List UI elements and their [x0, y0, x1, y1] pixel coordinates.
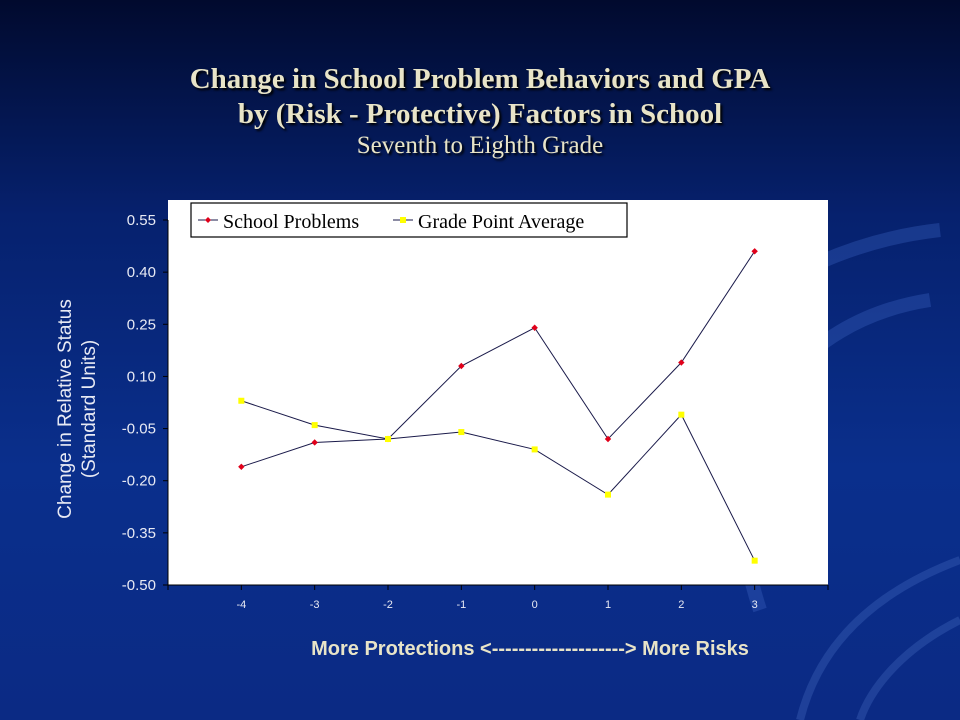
slide-title-line-2: by (Risk - Protective) Factors in School — [237, 98, 723, 130]
x-axis-ticks: -4 -3 -2 -1 0 1 2 3 — [167, 585, 829, 611]
data-point-grade-point-average — [458, 429, 465, 436]
y-tick-label: -0.20 — [122, 473, 156, 490]
data-point-grade-point-average — [678, 411, 685, 418]
data-point-grade-point-average — [751, 557, 758, 564]
plot-area — [168, 200, 828, 585]
series-line-grade-point-average — [241, 400, 756, 561]
data-point-grade-point-average — [605, 491, 611, 498]
y-axis-label-line-2: (Standard Units) — [79, 339, 100, 479]
y-tick-label: -0.35 — [122, 525, 156, 542]
legend-label-school-problems: School Problems — [223, 211, 359, 233]
slide-subtitle: Seventh to Eighth Grade — [356, 132, 604, 159]
y-tick-label: -0.05 — [122, 421, 156, 438]
y-tick-label: -0.50 — [122, 577, 156, 594]
data-point-school-problems — [458, 362, 465, 370]
data-point-school-problems — [238, 463, 245, 471]
y-axis-label: Change in Relative Status (Standard Unit… — [54, 259, 102, 559]
y-axis-ticks: 0.55 0.40 0.25 0.10 -0.05 -0.20 -0.35 -0.50 — [122, 212, 168, 594]
chart-legend: School Problems Grade Point Average — [190, 202, 628, 238]
y-axis-label-line-1: Change in Relative Status — [55, 299, 76, 519]
legend-label-gpa: Grade Point Average — [418, 211, 584, 233]
x-tick-label: -4 — [236, 599, 246, 611]
data-point-school-problems — [531, 324, 538, 331]
x-tick-label: 1 — [605, 599, 611, 611]
series-layer — [238, 248, 758, 564]
data-point-school-problems — [751, 248, 758, 255]
x-tick-label: 0 — [532, 599, 538, 611]
slide-title-line-1: Change in School Problem Behaviors and G… — [189, 63, 771, 95]
data-point-grade-point-average — [238, 397, 245, 404]
data-point-school-problems — [604, 435, 612, 443]
x-axis-label: More Protections <--------------------> … — [311, 638, 749, 660]
data-point-school-problems — [311, 439, 318, 446]
y-tick-label: 0.10 — [127, 368, 156, 385]
data-point-grade-point-average — [385, 436, 391, 442]
data-point-grade-point-average — [531, 446, 538, 453]
series-line-school-problems — [241, 251, 756, 468]
data-point-school-problems — [678, 359, 685, 366]
data-point-grade-point-average — [311, 422, 318, 429]
y-tick-label: 0.40 — [127, 264, 156, 281]
x-tick-label: -2 — [383, 599, 393, 611]
slide-title-block: Change in School Problem Behaviors and G… — [0, 62, 960, 160]
y-tick-label: 0.55 — [127, 212, 156, 229]
x-tick-label: 2 — [678, 599, 684, 611]
x-tick-label: -3 — [310, 599, 320, 611]
legend-marker-school-problems — [205, 217, 211, 223]
x-tick-label: -1 — [456, 599, 466, 611]
x-tick-label: 3 — [752, 599, 758, 611]
y-tick-label: 0.25 — [127, 316, 156, 333]
legend-marker-gpa — [400, 217, 406, 223]
